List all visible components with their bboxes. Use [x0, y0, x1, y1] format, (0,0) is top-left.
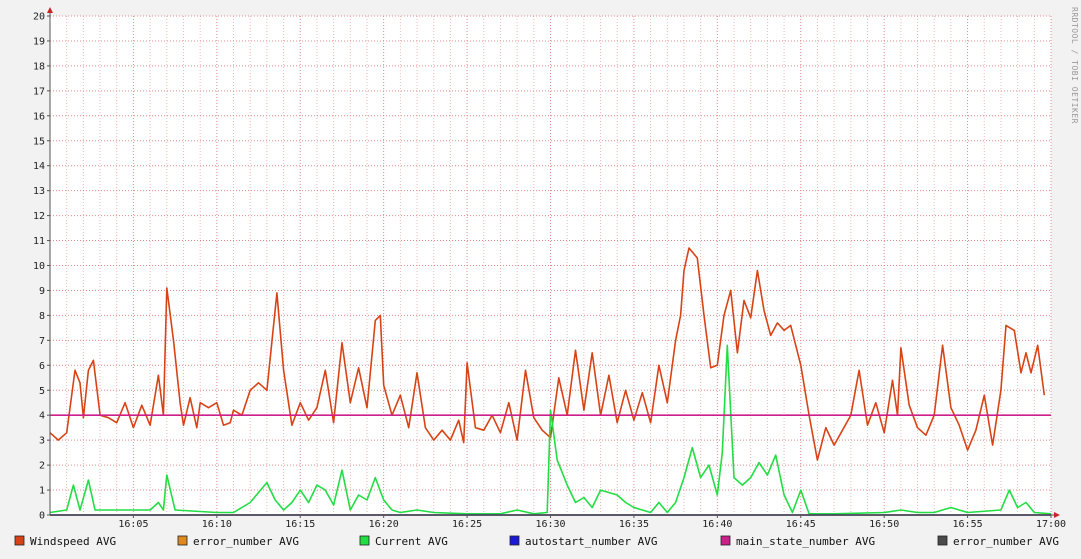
y-tick-label: 12 [33, 211, 45, 222]
x-tick-label: 17:00 [1036, 519, 1066, 530]
x-tick-label: 16:40 [702, 519, 732, 530]
y-tick-label: 19 [33, 36, 45, 47]
y-tick-label: 16 [33, 111, 45, 122]
legend-label-4: main_state_number AVG [736, 535, 875, 548]
legend-swatch-5 [937, 535, 948, 546]
series-line-2 [49, 344, 1052, 515]
legend-swatch-3 [509, 535, 520, 546]
y-tick-label: 7 [39, 336, 45, 347]
x-axis-arrow [1054, 512, 1060, 518]
legend-swatch-1 [177, 535, 188, 546]
y-tick-label: 13 [33, 186, 45, 197]
x-tick-label: 16:35 [619, 519, 649, 530]
x-tick-label: 16:25 [452, 519, 482, 530]
y-tick-label: 3 [39, 436, 45, 447]
y-tick-label: 20 [33, 12, 45, 23]
series-line-0 [49, 247, 1046, 461]
legend-swatch-4 [720, 535, 731, 546]
y-tick-label: 17 [33, 86, 45, 97]
x-tick-label: 16:05 [118, 519, 148, 530]
y-tick-label: 11 [33, 236, 45, 247]
x-tick-label: 16:50 [869, 519, 899, 530]
x-tick-label: 16:30 [535, 519, 565, 530]
legend-swatch-0 [14, 535, 25, 546]
y-tick-label: 0 [39, 511, 45, 522]
x-tick-label: 16:55 [953, 519, 983, 530]
legend-label-3: autostart_number AVG [525, 535, 657, 548]
y-axis-arrow [47, 7, 53, 13]
x-tick-label: 16:10 [202, 519, 232, 530]
y-tick-label: 8 [39, 311, 45, 322]
legend-label-0: Windspeed AVG [30, 535, 116, 548]
y-tick-label: 2 [39, 461, 45, 472]
x-tick-label: 16:20 [369, 519, 399, 530]
y-tick-label: 1 [39, 486, 45, 497]
x-tick-label: 16:45 [786, 519, 816, 530]
legend-label-1: error_number AVG [193, 535, 299, 548]
y-tick-label: 10 [33, 261, 45, 272]
y-tick-label: 18 [33, 61, 45, 72]
y-tick-label: 15 [33, 136, 45, 147]
y-tick-label: 5 [39, 386, 45, 397]
legend-swatch-2 [359, 535, 370, 546]
legend-label-2: Current AVG [375, 535, 448, 548]
y-tick-label: 4 [39, 411, 45, 422]
x-tick-label: 16:15 [285, 519, 315, 530]
y-tick-label: 9 [39, 286, 45, 297]
y-tick-label: 14 [33, 161, 45, 172]
watermark-text: RRDTOOL / TOBI OETIKER [1070, 7, 1079, 124]
y-tick-label: 6 [39, 361, 45, 372]
legend-label-5: error_number AVG [953, 535, 1059, 548]
